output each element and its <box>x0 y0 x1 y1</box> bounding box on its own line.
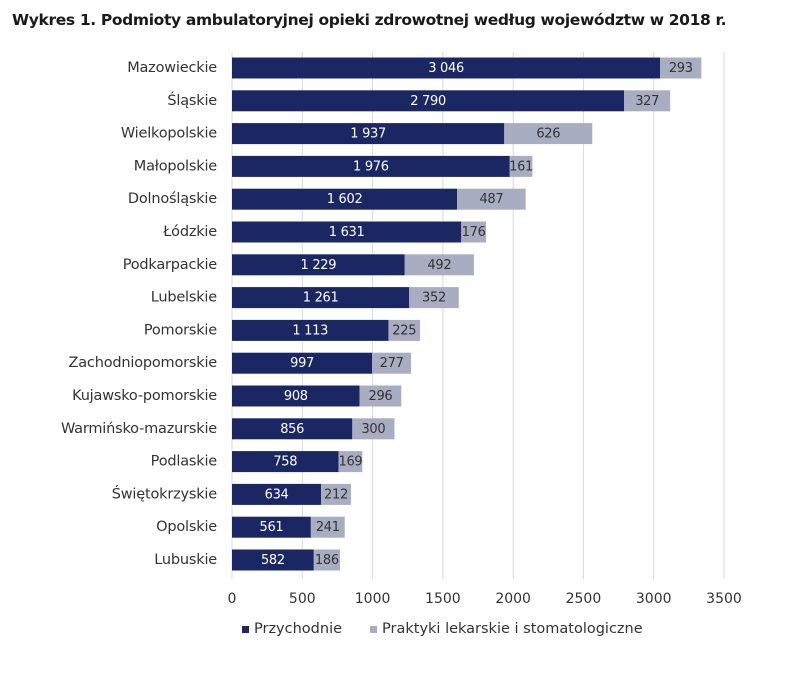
data-label-przychodnie: 758 <box>273 455 297 470</box>
category-label: Kujawsko-pomorskie <box>72 388 217 404</box>
category-label: Pomorskie <box>144 322 217 338</box>
bar-praktyki <box>359 385 402 407</box>
bar-praktyki <box>404 254 474 276</box>
data-label-praktyki: 487 <box>479 192 503 207</box>
data-label-praktyki: 492 <box>427 258 451 273</box>
bar-przychodnie <box>232 549 314 571</box>
category-label: Śląskie <box>167 91 217 109</box>
data-label-przychodnie: 1 229 <box>301 258 337 273</box>
category-label: Małopolskie <box>134 158 217 174</box>
data-label-praktyki: 277 <box>380 356 404 371</box>
bar-przychodnie <box>232 155 510 177</box>
category-label: Opolskie <box>156 519 217 535</box>
data-label-praktyki: 296 <box>368 389 392 404</box>
x-tick-label: 3000 <box>636 591 672 607</box>
x-tick-label: 1000 <box>355 591 391 607</box>
bar-praktyki <box>409 287 459 309</box>
data-label-przychodnie: 1 631 <box>329 225 365 240</box>
x-tick-label: 2000 <box>495 591 531 607</box>
data-label-praktyki: 241 <box>316 520 340 535</box>
bar-praktyki <box>624 90 671 112</box>
bar-przychodnie <box>232 188 458 210</box>
data-label-przychodnie: 997 <box>290 356 314 371</box>
bar-praktyki <box>388 319 421 341</box>
bar-praktyki <box>372 352 412 374</box>
data-label-przychodnie: 561 <box>259 520 283 535</box>
chart-legend: Przychodnie Praktyki lekarskie i stomato… <box>242 621 671 637</box>
x-tick-label: 2500 <box>566 591 602 607</box>
data-label-przychodnie: 1 113 <box>292 323 328 338</box>
legend-label-series-2: Praktyki lekarskie i stomatologiczne <box>382 621 643 637</box>
data-label-przychodnie: 1 937 <box>350 127 386 142</box>
chart-title: Wykres 1. Podmioty ambulatoryjnej opieki… <box>12 11 727 29</box>
bar-przychodnie <box>232 287 410 309</box>
bar-przychodnie <box>232 254 405 276</box>
data-label-przychodnie: 1 602 <box>327 192 363 207</box>
data-label-praktyki: 352 <box>422 291 446 306</box>
category-label: Podlaskie <box>151 454 218 470</box>
bar-praktyki <box>509 155 533 177</box>
category-label: Lubelskie <box>151 290 218 306</box>
data-label-praktyki: 293 <box>669 61 693 76</box>
data-label-praktyki: 169 <box>338 455 362 470</box>
legend-label-series-1: Przychodnie <box>254 621 343 637</box>
category-label: Warmińsko-mazurskie <box>61 421 217 437</box>
category-label: Łódzkie <box>162 224 217 240</box>
bar-praktyki <box>457 188 526 210</box>
bar-praktyki <box>352 418 395 440</box>
bar-przychodnie <box>232 90 625 112</box>
bar-praktyki <box>310 516 345 538</box>
bar-praktyki <box>321 483 351 505</box>
data-label-przychodnie: 856 <box>280 422 304 437</box>
data-label-praktyki: 626 <box>536 127 560 142</box>
bar-przychodnie <box>232 483 322 505</box>
data-label-przychodnie: 2 790 <box>410 94 446 109</box>
bar-przychodnie <box>232 319 389 341</box>
category-label: Wielkopolskie <box>121 126 217 142</box>
category-label: Mazowieckie <box>127 60 217 76</box>
category-label: Dolnośląskie <box>128 191 217 207</box>
bar-przychodnie <box>232 385 360 407</box>
data-label-praktyki: 300 <box>361 422 385 437</box>
data-label-przychodnie: 908 <box>284 389 308 404</box>
legend-swatch-series-1 <box>242 625 249 633</box>
category-label: Lubuskie <box>154 552 217 568</box>
bar-praktyki <box>313 549 340 571</box>
category-label: Zachodniopomorskie <box>69 355 218 371</box>
bar-przychodnie <box>232 123 505 145</box>
data-label-praktyki: 225 <box>392 323 416 338</box>
data-label-przychodnie: 3 046 <box>428 61 464 76</box>
x-tick-label: 0 <box>228 591 237 607</box>
data-label-praktyki: 186 <box>315 553 339 568</box>
x-tick-label: 1500 <box>425 591 461 607</box>
data-label-przychodnie: 1 976 <box>353 159 389 174</box>
bar-praktyki <box>660 57 702 79</box>
data-label-praktyki: 161 <box>509 159 533 174</box>
bar-praktyki <box>504 123 593 145</box>
x-tick-label: 500 <box>289 591 316 607</box>
bar-przychodnie <box>232 57 661 79</box>
data-label-przychodnie: 1 261 <box>303 291 339 306</box>
bar-przychodnie <box>232 221 462 243</box>
x-tick-label: 3500 <box>706 591 742 607</box>
bar-przychodnie <box>232 516 311 538</box>
bar-przychodnie <box>232 352 373 374</box>
category-label: Świętokrzyskie <box>112 484 217 502</box>
bar-praktyki <box>461 221 487 243</box>
category-label: Podkarpackie <box>123 257 218 273</box>
bar-przychodnie <box>232 451 339 473</box>
data-label-praktyki: 327 <box>635 94 659 109</box>
bar-przychodnie <box>232 418 353 440</box>
data-label-przychodnie: 582 <box>261 553 285 568</box>
legend-item-series-1: Przychodnie <box>242 621 342 637</box>
legend-swatch-series-2 <box>370 625 378 633</box>
bar-praktyki <box>338 451 363 473</box>
legend-item-series-2: Praktyki lekarskie i stomatologiczne <box>370 621 643 637</box>
data-label-praktyki: 176 <box>462 225 486 240</box>
data-label-praktyki: 212 <box>324 487 348 502</box>
data-label-przychodnie: 634 <box>265 487 289 502</box>
